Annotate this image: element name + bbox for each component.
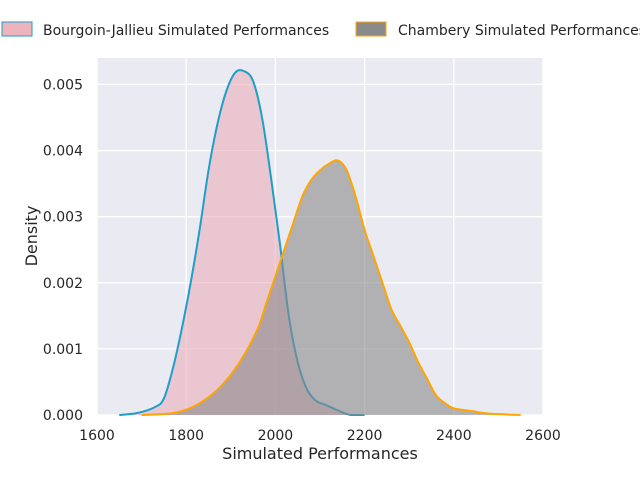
density-fill-chambery bbox=[141, 160, 521, 415]
x-axis-label: Simulated Performances bbox=[222, 444, 418, 463]
legend-swatch-chambery bbox=[355, 21, 387, 37]
legend: Bourgoin-Jallieu Simulated Performances … bbox=[1, 21, 640, 39]
y-tick-label: 0.003 bbox=[43, 210, 83, 226]
y-tick-label: 0.005 bbox=[43, 77, 83, 93]
legend-label-chambery: Chambery Simulated Performances bbox=[398, 23, 640, 39]
density-areas bbox=[119, 69, 521, 416]
density-fill-bourgoin bbox=[119, 70, 365, 415]
y-tick-label: 0.001 bbox=[43, 342, 83, 358]
y-tick-label: 0.004 bbox=[43, 144, 83, 160]
legend-swatch-bourgoin bbox=[1, 21, 33, 37]
x-tick-label: 1600 bbox=[79, 428, 115, 444]
legend-label-bourgoin: Bourgoin-Jallieu Simulated Performances bbox=[43, 23, 329, 39]
y-tick-label: 0.002 bbox=[43, 276, 83, 292]
x-tick-label: 1800 bbox=[168, 428, 204, 444]
y-axis-label: Density bbox=[22, 206, 41, 267]
density-line-chambery bbox=[141, 159, 521, 416]
x-tick-label: 2600 bbox=[525, 428, 561, 444]
x-tick-label: 2000 bbox=[258, 428, 294, 444]
y-tick-label: 0.000 bbox=[43, 408, 83, 424]
tick-labels: 1600 1800 2000 2200 2400 2600 0.000 0.001 0.002 0… bbox=[43, 77, 561, 444]
x-tick-label: 2200 bbox=[347, 428, 383, 444]
x-tick-label: 2400 bbox=[436, 428, 472, 444]
